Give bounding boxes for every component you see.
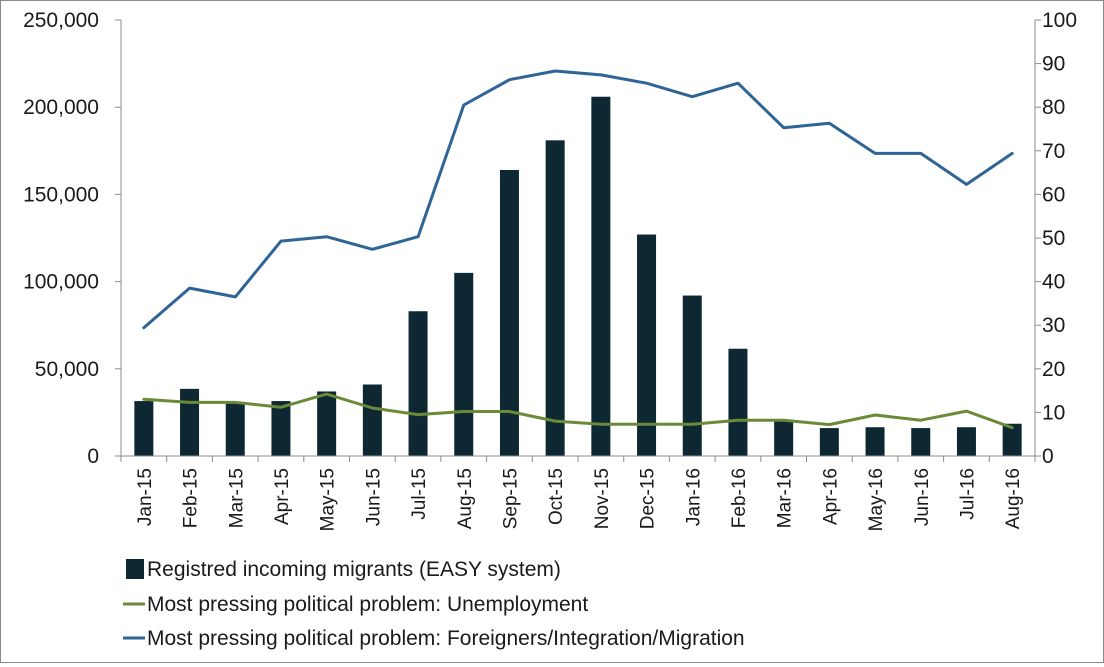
right-tick-label: 20 bbox=[1042, 358, 1065, 381]
right-tick-label: 60 bbox=[1042, 183, 1065, 206]
bar bbox=[454, 273, 473, 456]
x-tick-label: Sep-15 bbox=[500, 468, 521, 529]
legend-label: Registred incoming migrants (EASY system… bbox=[147, 558, 561, 581]
left-tick-label: 0 bbox=[87, 445, 99, 468]
legend: Registred incoming migrants (EASY system… bbox=[123, 558, 745, 650]
bars bbox=[134, 97, 1021, 456]
x-tick-label: Feb-16 bbox=[729, 468, 750, 528]
legend-swatch-bar bbox=[126, 559, 144, 579]
x-tick-label: Jul-15 bbox=[409, 468, 430, 520]
bar bbox=[363, 384, 382, 456]
right-tick-label: 30 bbox=[1042, 314, 1065, 337]
bar bbox=[820, 428, 839, 456]
bar bbox=[591, 97, 610, 456]
x-tick-label: Feb-15 bbox=[181, 468, 202, 528]
bar bbox=[271, 401, 290, 456]
right-tick-label: 0 bbox=[1042, 445, 1054, 468]
right-tick-label: 70 bbox=[1042, 140, 1065, 163]
bar bbox=[180, 389, 199, 456]
right-tick-label: 10 bbox=[1042, 401, 1065, 424]
bar bbox=[866, 427, 885, 456]
x-tick-label: Apr-16 bbox=[820, 468, 841, 525]
bar bbox=[774, 420, 793, 456]
x-tick-label: Dec-15 bbox=[638, 468, 659, 529]
bar bbox=[911, 428, 930, 456]
left-tick-label: 250,000 bbox=[23, 9, 99, 32]
legend-label: Most pressing political problem: Foreign… bbox=[147, 627, 745, 650]
x-tick-label: Mar-15 bbox=[226, 468, 247, 528]
x-tick-label: May-16 bbox=[866, 468, 887, 531]
bar bbox=[546, 140, 565, 456]
x-tick-label: Jan-15 bbox=[135, 468, 156, 526]
left-tick-label: 50,000 bbox=[35, 358, 99, 381]
left-tick-label: 150,000 bbox=[23, 183, 99, 206]
bar bbox=[683, 296, 702, 456]
right-tick-label: 50 bbox=[1042, 227, 1065, 250]
series-line-foreigners-integration-migration bbox=[144, 71, 1012, 328]
x-tick-label: Apr-15 bbox=[272, 468, 293, 525]
right-tick-label: 90 bbox=[1042, 53, 1065, 76]
x-tick-label: Nov-15 bbox=[592, 468, 613, 529]
left-tick-label: 200,000 bbox=[23, 96, 99, 119]
x-tick-label: Aug-15 bbox=[455, 468, 476, 529]
bar bbox=[317, 391, 336, 456]
x-tick-label: Jan-16 bbox=[683, 468, 704, 526]
right-tick-label: 80 bbox=[1042, 96, 1065, 119]
legend-label: Most pressing political problem: Unemplo… bbox=[147, 593, 588, 616]
bar bbox=[409, 311, 428, 456]
x-tick-label: Aug-16 bbox=[1003, 468, 1024, 529]
x-tick-label: May-15 bbox=[318, 468, 339, 531]
bar bbox=[134, 401, 153, 456]
x-tick-label: Mar-16 bbox=[775, 468, 796, 528]
x-tick-label: Jun-15 bbox=[363, 468, 384, 526]
left-tick-label: 100,000 bbox=[23, 271, 99, 294]
x-tick-label: Jul-16 bbox=[957, 468, 978, 520]
right-tick-label: 40 bbox=[1042, 271, 1065, 294]
x-tick-label: Jun-16 bbox=[912, 468, 933, 526]
x-tick-label: Oct-15 bbox=[546, 468, 567, 525]
bar bbox=[957, 427, 976, 456]
right-tick-label: 100 bbox=[1042, 9, 1077, 32]
lines bbox=[144, 71, 1012, 428]
bar bbox=[226, 402, 245, 456]
bar bbox=[728, 349, 747, 456]
